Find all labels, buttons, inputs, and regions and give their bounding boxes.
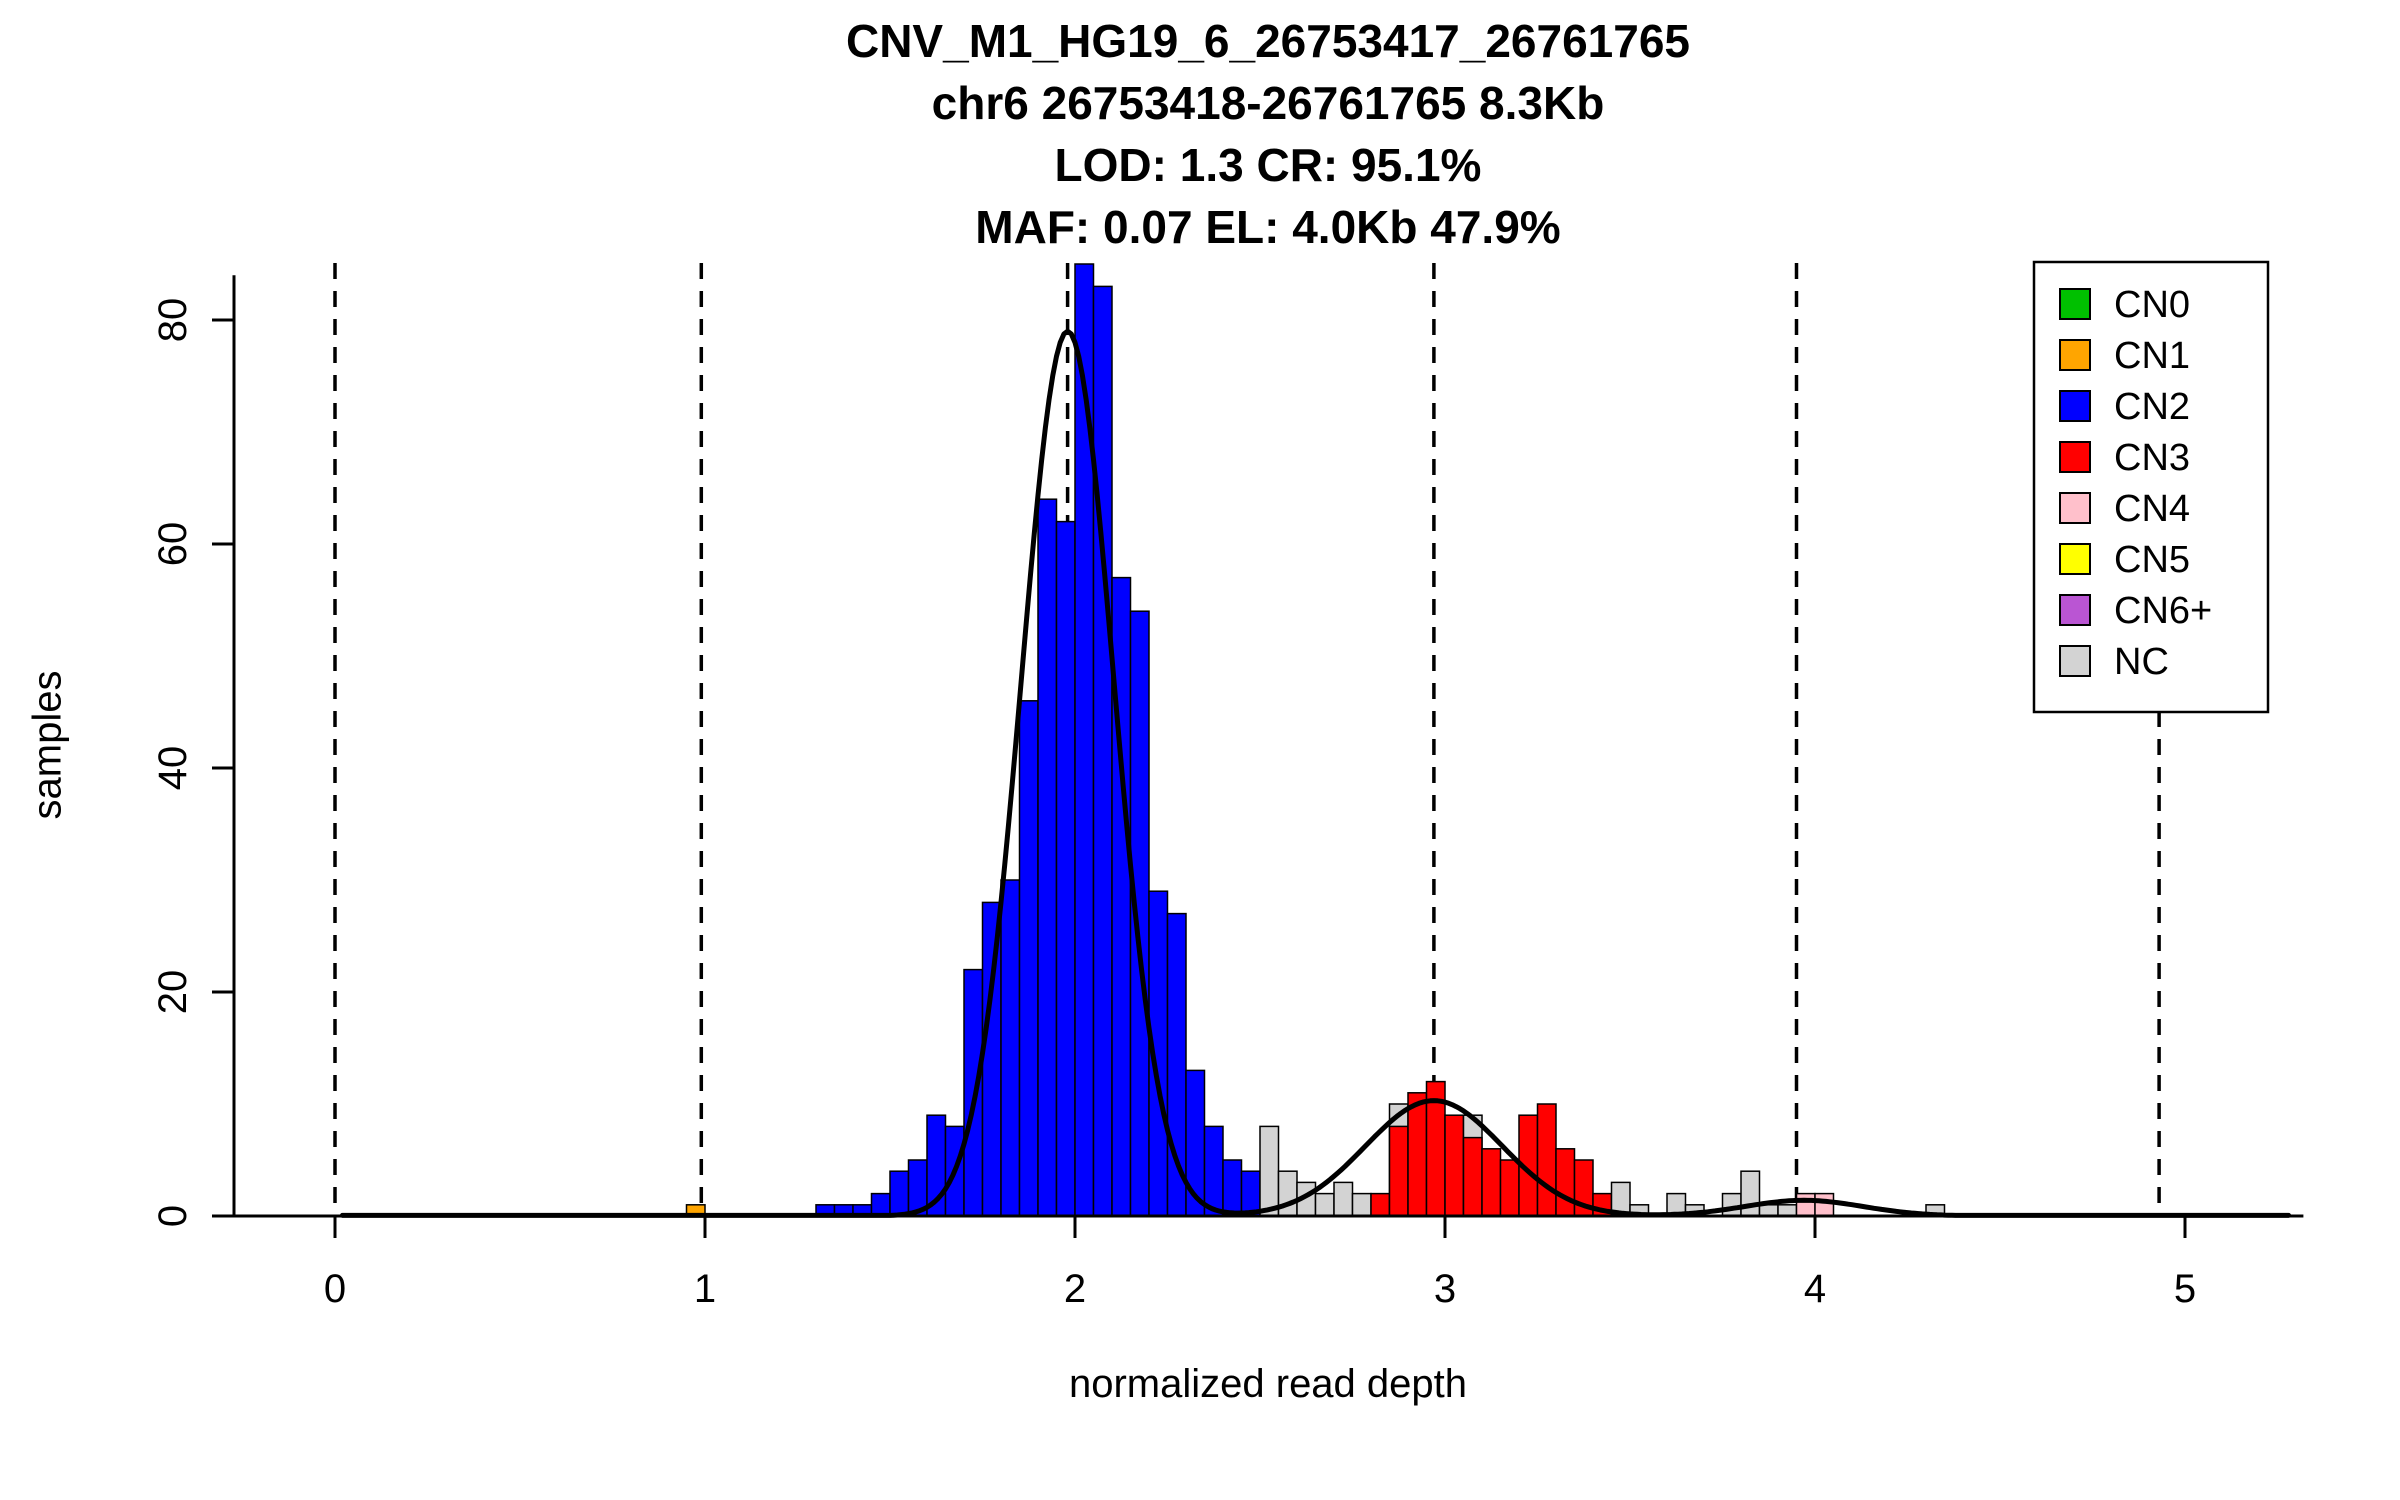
histogram-bar-nc bbox=[1277, 1170, 1298, 1217]
legend-label-cn6plus: CN6+ bbox=[2114, 590, 2212, 632]
histogram-bar-cn2 bbox=[1092, 285, 1113, 1217]
y-axis-tick-label: 80 bbox=[151, 298, 195, 343]
legend-swatch-nc bbox=[2059, 645, 2091, 677]
legend-box bbox=[2032, 260, 2270, 714]
chart-title-line-1: CNV_M1_HG19_6_26753417_26761765 bbox=[845, 15, 1690, 67]
legend-label-cn3: CN3 bbox=[2114, 437, 2190, 479]
histogram-bar-nc bbox=[1758, 1204, 1779, 1217]
histogram-bar-cn4 bbox=[1795, 1192, 1816, 1217]
histogram-bar-cn2 bbox=[1074, 263, 1095, 1217]
x-axis-tick-label: 3 bbox=[1434, 1267, 1456, 1311]
chart-title-line-3: LOD: 1.3 CR: 95.1% bbox=[1054, 139, 1482, 191]
legend-label-cn4: CN4 bbox=[2114, 488, 2190, 530]
legend-swatch-cn6plus bbox=[2059, 594, 2091, 626]
x-axis-tick-label: 0 bbox=[324, 1267, 346, 1311]
y-axis-tick-label: 40 bbox=[151, 746, 195, 791]
histogram-bar-cn3 bbox=[1536, 1103, 1557, 1217]
histogram-bar-cn3 bbox=[1370, 1192, 1391, 1217]
histogram-bar-cn4 bbox=[1814, 1192, 1835, 1217]
x-axis-tick-label: 4 bbox=[1804, 1267, 1826, 1311]
density-curve bbox=[339, 328, 2292, 1218]
histogram-bar-cn2 bbox=[1037, 498, 1058, 1217]
histogram-bar-cn2 bbox=[1203, 1125, 1224, 1217]
legend-swatch-cn0 bbox=[2059, 288, 2091, 320]
legend-label-cn2: CN2 bbox=[2114, 386, 2190, 428]
legend-swatch-cn1 bbox=[2059, 339, 2091, 371]
y-axis-tick-label: 0 bbox=[151, 1205, 195, 1227]
histogram-bar-nc bbox=[1259, 1125, 1280, 1217]
histogram-bar-cn3 bbox=[1462, 1136, 1483, 1217]
chart-title-line-4: MAF: 0.07 EL: 4.0Kb 47.9% bbox=[975, 201, 1561, 253]
histogram-bar-nc bbox=[1777, 1204, 1798, 1217]
legend-label-cn5: CN5 bbox=[2114, 539, 2190, 581]
y-axis-tick-label: 60 bbox=[151, 522, 195, 567]
histogram-bar-nc bbox=[1740, 1170, 1761, 1217]
histogram-bar-nc bbox=[1314, 1192, 1335, 1217]
histogram-bar-nc bbox=[1721, 1192, 1742, 1217]
legend-swatch-cn4 bbox=[2059, 492, 2091, 524]
histogram-bar-nc bbox=[1333, 1181, 1354, 1217]
histogram-bar-cn3 bbox=[1499, 1159, 1520, 1217]
histogram-bar-cn2 bbox=[1018, 700, 1039, 1217]
histogram-bar-cn2 bbox=[870, 1192, 891, 1217]
x-axis-tick-label: 5 bbox=[2174, 1267, 2196, 1311]
histogram-bar-cn2 bbox=[1222, 1159, 1243, 1217]
chart-title-block: CNV_M1_HG19_6_26753417_26761765 chr6 267… bbox=[233, 10, 2303, 258]
legend-swatch-cn3 bbox=[2059, 441, 2091, 473]
x-axis-tick-label: 1 bbox=[694, 1267, 716, 1311]
histogram-bar-cn3 bbox=[1555, 1148, 1576, 1217]
histogram-bar-cn3 bbox=[1407, 1092, 1428, 1217]
legend-label-nc: NC bbox=[2114, 641, 2169, 683]
histogram-bar-cn3 bbox=[1444, 1114, 1465, 1217]
legend-label-cn1: CN1 bbox=[2114, 335, 2190, 377]
x-axis-label: normalized read depth bbox=[1068, 1362, 1468, 1406]
histogram-bar-cn2 bbox=[1055, 520, 1076, 1217]
histogram-bar-cn3 bbox=[1388, 1125, 1409, 1217]
histogram-bar-nc bbox=[1351, 1192, 1372, 1217]
histogram-bar-cn2 bbox=[1166, 912, 1187, 1217]
histogram-bar-cn3 bbox=[1481, 1148, 1502, 1217]
chart-title-line-2: chr6 26753418-26761765 8.3Kb bbox=[931, 77, 1605, 129]
histogram-bar-cn2 bbox=[889, 1170, 910, 1217]
legend-label-cn0: CN0 bbox=[2114, 284, 2190, 326]
legend-swatch-cn5 bbox=[2059, 543, 2091, 575]
y-axis-label: samples bbox=[25, 670, 70, 820]
histogram-bar-cn2 bbox=[1000, 879, 1021, 1217]
y-axis-tick-label: 20 bbox=[151, 970, 195, 1015]
x-axis-tick-label: 2 bbox=[1064, 1267, 1086, 1311]
legend-swatch-cn2 bbox=[2059, 390, 2091, 422]
